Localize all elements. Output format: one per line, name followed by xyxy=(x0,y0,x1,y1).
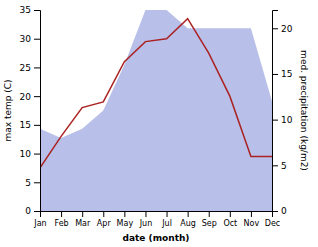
tick: 15 xyxy=(272,69,292,79)
tick-label: Oct xyxy=(223,219,237,228)
tick-label: 5 xyxy=(281,161,287,171)
tick: May xyxy=(117,211,134,228)
tick: 5 xyxy=(272,161,287,171)
tick-mark xyxy=(188,211,189,217)
tick-label: Jul xyxy=(161,219,172,228)
tick-mark xyxy=(61,211,62,217)
tick: 15 xyxy=(20,120,40,130)
tick: 20 xyxy=(20,92,40,102)
tick-mark xyxy=(34,211,40,212)
tick-mark xyxy=(272,28,278,29)
tick-mark xyxy=(34,39,40,40)
tick-mark xyxy=(34,182,40,183)
tick-label: Mar xyxy=(75,219,91,228)
tick-label: 25 xyxy=(20,63,31,73)
tick-label: May xyxy=(117,219,134,228)
chart: JanFebMarAprMayJunJulAugSepOctNovDec0510… xyxy=(0,0,318,247)
tick: Nov xyxy=(244,211,260,228)
tick-label: 15 xyxy=(20,120,31,130)
tick-mark xyxy=(272,120,278,121)
tick-label: 20 xyxy=(281,24,293,34)
tick: Feb xyxy=(55,211,69,228)
y-axis: 0 5 10 15 20 25 30 35 xyxy=(20,5,41,216)
tick-mark xyxy=(145,211,146,217)
tick: 5 xyxy=(25,178,40,188)
tick-mark xyxy=(272,211,278,212)
tick-label: Sep xyxy=(202,219,217,228)
tick-mark xyxy=(272,74,278,75)
tick-mark xyxy=(230,211,231,217)
area xyxy=(40,10,272,211)
tick-label: Jan xyxy=(33,219,46,228)
tick-label: Jun xyxy=(139,219,153,228)
tick-mark xyxy=(124,211,125,217)
tick-mark xyxy=(272,165,278,166)
tick-label: 0 xyxy=(25,206,31,216)
tick: Dec xyxy=(265,211,280,228)
tick-label: 5 xyxy=(25,178,31,188)
tick-label: 15 xyxy=(281,69,292,79)
tick-mark xyxy=(209,211,210,217)
tick-label: Dec xyxy=(265,219,280,228)
tick: Jun xyxy=(139,211,153,228)
tick: 20 xyxy=(272,24,293,34)
tick-mark xyxy=(82,211,83,217)
y2-axis: 0 5 10 15 20 xyxy=(272,11,293,217)
tick: Aug xyxy=(180,211,196,228)
tick: 10 xyxy=(20,149,40,159)
tick: 35 xyxy=(20,5,40,15)
y2-axis-title: med. precipitation (kg/m2) xyxy=(299,50,309,171)
tick: Sep xyxy=(202,211,217,228)
tick-label: Feb xyxy=(55,219,69,228)
axis-line xyxy=(41,212,273,218)
x-axis-title: date (month) xyxy=(123,233,190,243)
tick: 0 xyxy=(25,206,40,216)
tick-mark xyxy=(34,96,40,97)
tick: Mar xyxy=(75,211,91,228)
tick: 30 xyxy=(20,34,40,44)
tick-label: 10 xyxy=(20,149,32,159)
tick-mark xyxy=(34,10,40,11)
tick-mark xyxy=(34,154,40,155)
tick-mark xyxy=(251,211,252,217)
tick: Apr xyxy=(97,211,112,228)
tick: Oct xyxy=(223,211,237,228)
tick-mark xyxy=(103,211,104,217)
y-axis-title: max temp (C) xyxy=(3,79,13,141)
line xyxy=(40,19,272,168)
tick: 0 xyxy=(272,206,287,216)
x-axis: Jan Feb Mar Apr May Jun Jul Aug Sep Oct Nov Dec xyxy=(33,211,280,228)
marks xyxy=(40,10,272,211)
tick: 10 xyxy=(272,115,293,125)
plot-area: JanFebMarAprMayJunJulAugSepOctNovDec0510… xyxy=(3,5,309,243)
tick-mark xyxy=(34,125,40,126)
tick-mark xyxy=(34,67,40,68)
tick-label: 10 xyxy=(281,115,293,125)
tick-label: Nov xyxy=(244,219,260,228)
tick: Jul xyxy=(161,211,172,228)
tick: 25 xyxy=(20,63,40,73)
tick-label: 0 xyxy=(281,206,287,216)
axis-line xyxy=(273,11,279,212)
axis-line xyxy=(34,11,41,212)
tick-label: 35 xyxy=(20,5,31,15)
tick: Jan xyxy=(33,211,46,228)
tick-label: 20 xyxy=(20,92,32,102)
tick-label: 30 xyxy=(20,34,32,44)
tick-mark xyxy=(167,211,168,217)
tick-label: Aug xyxy=(180,219,196,228)
tick-label: Apr xyxy=(97,219,112,228)
